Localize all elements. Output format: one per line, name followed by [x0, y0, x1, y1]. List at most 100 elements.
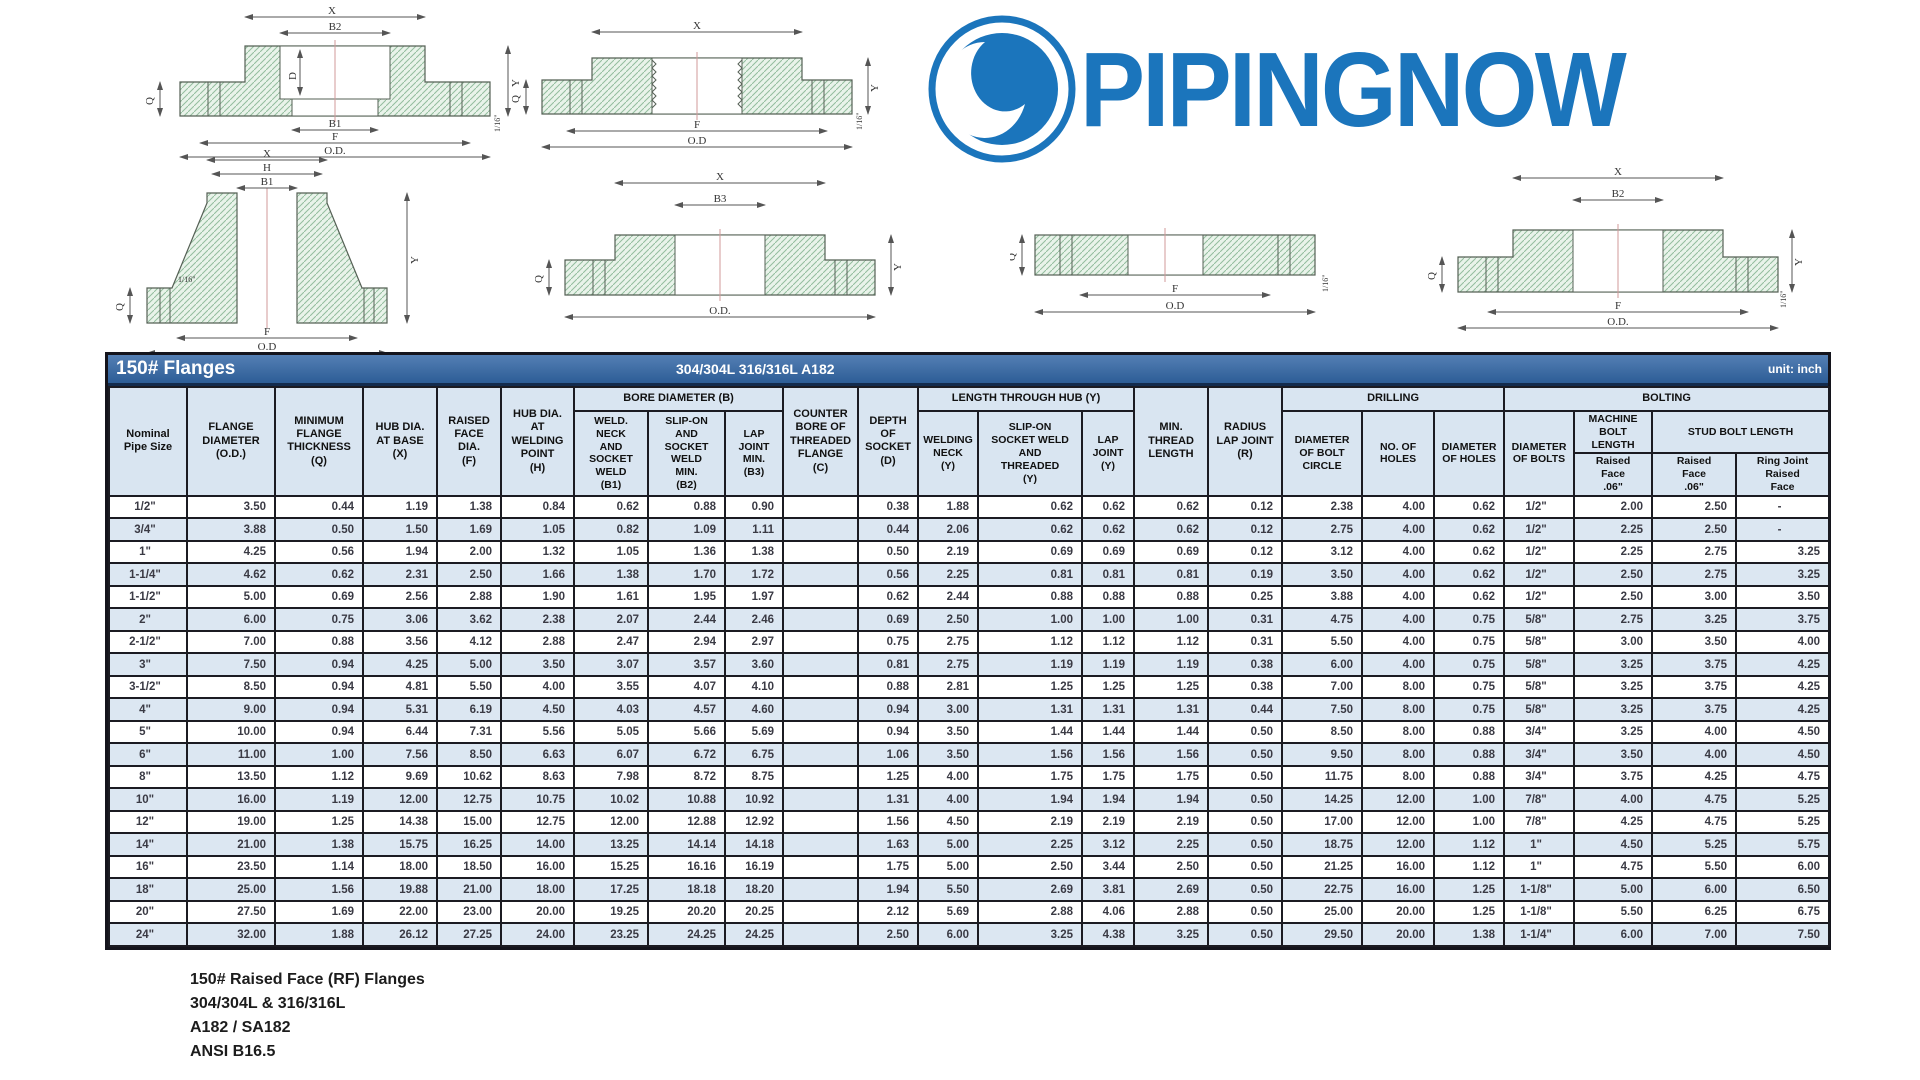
value-cell: 3.12: [1081, 832, 1136, 857]
value-cell: [782, 809, 860, 835]
value-cell: 0.94: [274, 697, 364, 722]
value-cell: 6.75: [723, 742, 785, 767]
value-cell: 1.72: [723, 562, 785, 587]
value-cell: 1.44: [1133, 719, 1210, 745]
value-cell: 4.00: [917, 787, 980, 812]
value-cell: 1.05: [573, 539, 649, 565]
table-header: Nominal Pipe Size FLANGE DIAMETER (O.D.)…: [108, 386, 1831, 497]
value-cell: 5.69: [723, 719, 785, 745]
value-cell: 4.00: [1361, 494, 1436, 520]
value-cell: 0.69: [857, 607, 920, 632]
dim-label: D: [287, 72, 299, 80]
value-cell: 1.00: [274, 742, 364, 767]
value-cell: 4.50: [500, 697, 575, 722]
value-cell: 0.62: [1133, 517, 1210, 542]
dim-label: Q: [1010, 253, 1018, 261]
dim-label: X: [693, 20, 701, 32]
value-cell: 0.62: [1433, 517, 1506, 542]
col-ring: Ring Joint Raised Face: [1735, 452, 1831, 497]
value-cell: 5.50: [1281, 629, 1364, 655]
value-cell: 3.75: [1735, 607, 1831, 632]
value-cell: [782, 719, 860, 745]
value-cell: 0.50: [274, 517, 364, 542]
value-cell: 0.88: [1433, 719, 1506, 745]
value-cell: 32.00: [186, 922, 276, 947]
value-cell: 2.25: [1573, 517, 1654, 542]
value-cell: 1.25: [1433, 877, 1506, 902]
value-cell: 8.75: [723, 764, 785, 790]
value-cell: 5.00: [917, 854, 980, 880]
value-cell: 0.50: [1207, 899, 1284, 925]
value-cell: 2.50: [1651, 517, 1738, 542]
value-cell: 3.81: [1081, 877, 1136, 902]
value-cell: 2.69: [1133, 877, 1210, 902]
value-cell: 21.00: [436, 877, 502, 902]
value-cell: 0.75: [857, 629, 920, 655]
table-unit: unit: inch: [1768, 362, 1822, 376]
pipe-size-cell: 5": [108, 719, 188, 745]
table-row: 5" 10.00 0.94 6.44 7.31 5.56 5.05 5.66 5.69 0.94 3…: [108, 719, 1831, 745]
value-cell: 1.56: [1081, 742, 1136, 767]
value-cell: 1.31: [1133, 697, 1210, 722]
value-cell: 3.60: [723, 652, 785, 677]
value-cell: 0.50: [1207, 742, 1284, 767]
value-cell: 0.50: [1207, 877, 1284, 902]
value-cell: 8.00: [1361, 674, 1436, 700]
value-cell: 4.10: [723, 674, 785, 700]
dim-label: B3: [714, 193, 727, 205]
value-cell: 2.25: [977, 832, 1084, 857]
dim-label: X: [328, 5, 336, 17]
value-cell: 0.44: [857, 517, 920, 542]
value-cell: 18.75: [1281, 832, 1364, 857]
value-cell: 20.20: [647, 899, 726, 925]
col-radius: RADIUS LAP JOINT (R): [1207, 386, 1284, 497]
value-cell: 2.88: [500, 629, 575, 655]
table-row: 16" 23.50 1.14 18.00 18.50 16.00 15.25 16.16 16.…: [108, 854, 1831, 880]
value-cell: 2.75: [1573, 607, 1654, 632]
pipe-size-cell: 8": [108, 764, 188, 790]
value-cell: 6.00: [1735, 854, 1831, 880]
value-cell: 4.25: [186, 539, 276, 565]
value-cell: 0.62: [857, 584, 920, 610]
value-cell: 22.00: [362, 899, 438, 925]
dim-label: O.D: [258, 341, 277, 353]
value-cell: 2.50: [1573, 562, 1654, 587]
value-cell: 18.00: [362, 854, 438, 880]
value-cell: 0.82: [573, 517, 649, 542]
value-cell: 3.06: [362, 607, 438, 632]
value-cell: 0.94: [857, 697, 920, 722]
value-cell: 2.75: [1651, 562, 1738, 587]
value-cell: 0.75: [1433, 629, 1506, 655]
value-cell: 2.75: [917, 652, 980, 677]
value-cell: 4.62: [186, 562, 276, 587]
value-cell: 1.00: [1433, 809, 1506, 835]
value-cell: 3.50: [186, 494, 276, 520]
table-row: 12" 19.00 1.25 14.38 15.00 12.75 12.00 12.88 12.…: [108, 809, 1831, 835]
value-cell: 4.12: [436, 629, 502, 655]
value-cell: 23.00: [436, 899, 502, 925]
dim-label: F: [332, 131, 338, 143]
value-cell: 6.00: [1281, 652, 1364, 677]
value-cell: [782, 562, 860, 587]
value-cell: 4.50: [1735, 742, 1831, 767]
value-cell: 0.69: [274, 584, 364, 610]
value-cell: 6.00: [1573, 922, 1654, 947]
value-cell: 2.19: [1081, 809, 1136, 835]
value-cell: 21.25: [1281, 854, 1364, 880]
value-cell: 4.25: [1735, 697, 1831, 722]
value-cell: 0.88: [977, 584, 1084, 610]
value-cell: 4.75: [1651, 809, 1738, 835]
value-cell: 0.50: [1207, 854, 1284, 880]
col-stud-rf: Raised Face .06": [1651, 452, 1738, 497]
value-cell: 2.47: [573, 629, 649, 655]
value-cell: 29.50: [1281, 922, 1364, 947]
value-cell: 3.25: [1573, 719, 1654, 745]
value-cell: 7/8": [1503, 809, 1576, 835]
dim-label: F: [1615, 300, 1621, 312]
dim-label: X: [263, 148, 271, 160]
value-cell: 9.69: [362, 764, 438, 790]
col-lj: LAP JOINT (Y): [1081, 410, 1136, 497]
value-cell: 14.00: [500, 832, 575, 857]
value-cell: 2.25: [1573, 539, 1654, 565]
value-cell: 0.44: [274, 494, 364, 520]
